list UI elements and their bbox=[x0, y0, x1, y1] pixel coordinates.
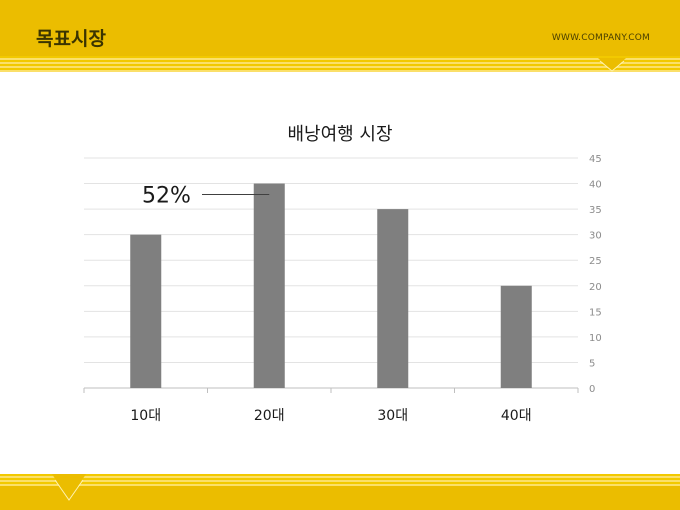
footer-chevron-decoration bbox=[52, 474, 86, 501]
y-tick-label: 10 bbox=[589, 333, 602, 344]
page-title: 목표시장 bbox=[36, 28, 106, 50]
y-tick-label: 30 bbox=[589, 231, 602, 242]
y-tick-label: 35 bbox=[589, 205, 602, 216]
bar bbox=[130, 234, 162, 388]
header-stripes bbox=[0, 56, 680, 72]
header-chevron-decoration bbox=[598, 58, 626, 72]
annotation-label: 52% bbox=[142, 184, 191, 209]
y-tick-label: 40 bbox=[589, 180, 602, 191]
y-tick-label: 20 bbox=[589, 282, 602, 293]
x-tick-label: 40대 bbox=[501, 408, 532, 424]
bar bbox=[500, 285, 532, 388]
x-tick-label: 20대 bbox=[254, 408, 285, 424]
header-bar bbox=[0, 0, 680, 58]
bar bbox=[377, 209, 409, 388]
footer-stripes bbox=[0, 474, 680, 488]
footer-bar bbox=[0, 486, 680, 510]
y-tick-label: 45 bbox=[589, 154, 602, 165]
y-tick-label: 0 bbox=[589, 384, 595, 395]
bar bbox=[253, 183, 285, 388]
x-tick-label: 30대 bbox=[377, 408, 408, 424]
y-tick-label: 15 bbox=[589, 307, 602, 318]
x-tick-label: 10대 bbox=[130, 408, 161, 424]
y-tick-label: 25 bbox=[589, 256, 602, 267]
chart-title: 배낭여행 시장 bbox=[287, 124, 393, 145]
y-tick-label: 5 bbox=[589, 358, 595, 369]
company-url[interactable]: WWW.COMPANY.COM bbox=[551, 33, 650, 43]
